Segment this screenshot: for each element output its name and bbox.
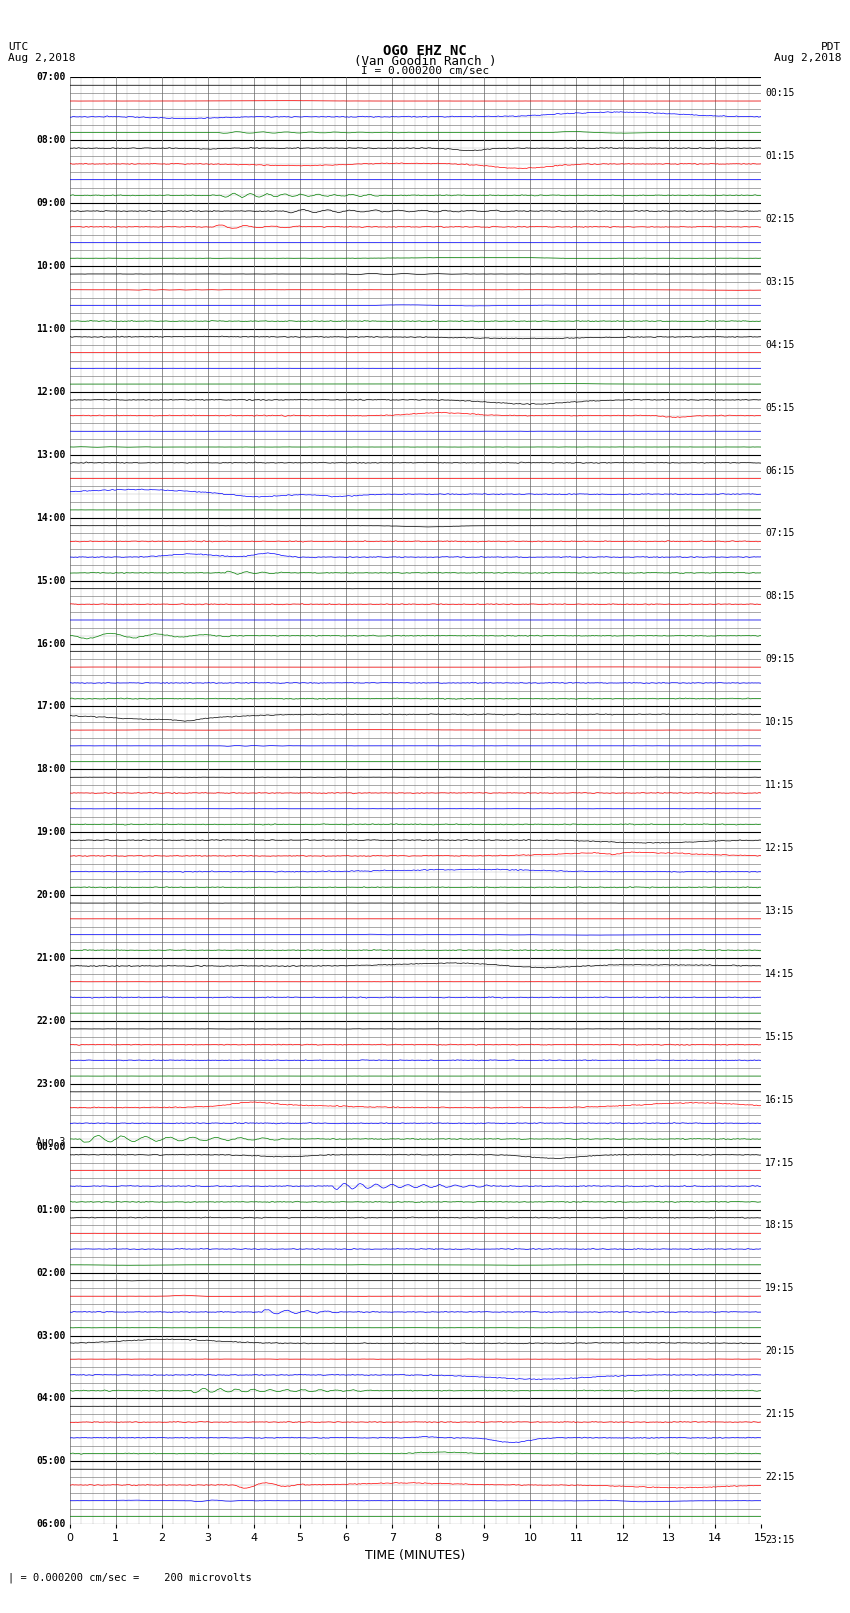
- Text: 17:15: 17:15: [765, 1158, 795, 1168]
- X-axis label: TIME (MINUTES): TIME (MINUTES): [366, 1548, 465, 1561]
- Text: 04:15: 04:15: [765, 340, 795, 350]
- Text: | = 0.000200 cm/sec =    200 microvolts: | = 0.000200 cm/sec = 200 microvolts: [8, 1573, 252, 1584]
- Text: 12:15: 12:15: [765, 844, 795, 853]
- Text: 07:00: 07:00: [36, 73, 65, 82]
- Text: 06:00: 06:00: [36, 1519, 65, 1529]
- Text: 07:15: 07:15: [765, 529, 795, 539]
- Text: Aug 2,2018: Aug 2,2018: [774, 53, 842, 63]
- Text: OGO EHZ NC: OGO EHZ NC: [383, 44, 467, 58]
- Text: Aug 3: Aug 3: [36, 1137, 65, 1147]
- Text: 09:15: 09:15: [765, 655, 795, 665]
- Text: 10:15: 10:15: [765, 718, 795, 727]
- Text: 16:00: 16:00: [36, 639, 65, 648]
- Text: 23:15: 23:15: [765, 1536, 795, 1545]
- Text: 18:00: 18:00: [36, 765, 65, 774]
- Text: 01:00: 01:00: [36, 1205, 65, 1215]
- Text: PDT: PDT: [821, 42, 842, 52]
- Text: Aug 2,2018: Aug 2,2018: [8, 53, 76, 63]
- Text: 23:00: 23:00: [36, 1079, 65, 1089]
- Text: UTC: UTC: [8, 42, 29, 52]
- Text: 02:00: 02:00: [36, 1268, 65, 1277]
- Text: 08:00: 08:00: [36, 135, 65, 145]
- Text: 13:15: 13:15: [765, 907, 795, 916]
- Text: 20:00: 20:00: [36, 890, 65, 900]
- Text: 03:00: 03:00: [36, 1331, 65, 1340]
- Text: 15:15: 15:15: [765, 1032, 795, 1042]
- Text: 16:15: 16:15: [765, 1095, 795, 1105]
- Text: 00:00: 00:00: [36, 1142, 65, 1152]
- Text: 02:15: 02:15: [765, 215, 795, 224]
- Text: 04:00: 04:00: [36, 1394, 65, 1403]
- Text: 19:15: 19:15: [765, 1284, 795, 1294]
- Text: 15:00: 15:00: [36, 576, 65, 586]
- Text: 01:15: 01:15: [765, 152, 795, 161]
- Text: 00:15: 00:15: [765, 89, 795, 98]
- Text: 14:00: 14:00: [36, 513, 65, 523]
- Text: 12:00: 12:00: [36, 387, 65, 397]
- Text: 20:15: 20:15: [765, 1347, 795, 1357]
- Text: 19:00: 19:00: [36, 827, 65, 837]
- Text: 05:00: 05:00: [36, 1457, 65, 1466]
- Text: 03:15: 03:15: [765, 277, 795, 287]
- Text: 08:15: 08:15: [765, 592, 795, 602]
- Text: 21:00: 21:00: [36, 953, 65, 963]
- Text: 10:00: 10:00: [36, 261, 65, 271]
- Text: 05:15: 05:15: [765, 403, 795, 413]
- Text: 11:15: 11:15: [765, 781, 795, 790]
- Text: 22:00: 22:00: [36, 1016, 65, 1026]
- Text: I = 0.000200 cm/sec: I = 0.000200 cm/sec: [361, 66, 489, 76]
- Text: 21:15: 21:15: [765, 1410, 795, 1419]
- Text: 14:15: 14:15: [765, 969, 795, 979]
- Text: 11:00: 11:00: [36, 324, 65, 334]
- Text: 17:00: 17:00: [36, 702, 65, 711]
- Text: 13:00: 13:00: [36, 450, 65, 460]
- Text: 18:15: 18:15: [765, 1221, 795, 1231]
- Text: (Van Goodin Ranch ): (Van Goodin Ranch ): [354, 55, 496, 68]
- Text: 22:15: 22:15: [765, 1473, 795, 1482]
- Text: 09:00: 09:00: [36, 198, 65, 208]
- Text: 06:15: 06:15: [765, 466, 795, 476]
